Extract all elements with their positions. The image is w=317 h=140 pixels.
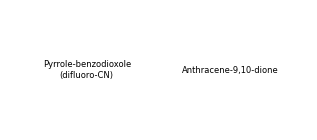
Text: Anthracene-9,10-dione: Anthracene-9,10-dione [182, 66, 279, 74]
Text: Pyrrole-benzodioxole
(difluoro-CN): Pyrrole-benzodioxole (difluoro-CN) [42, 60, 131, 80]
